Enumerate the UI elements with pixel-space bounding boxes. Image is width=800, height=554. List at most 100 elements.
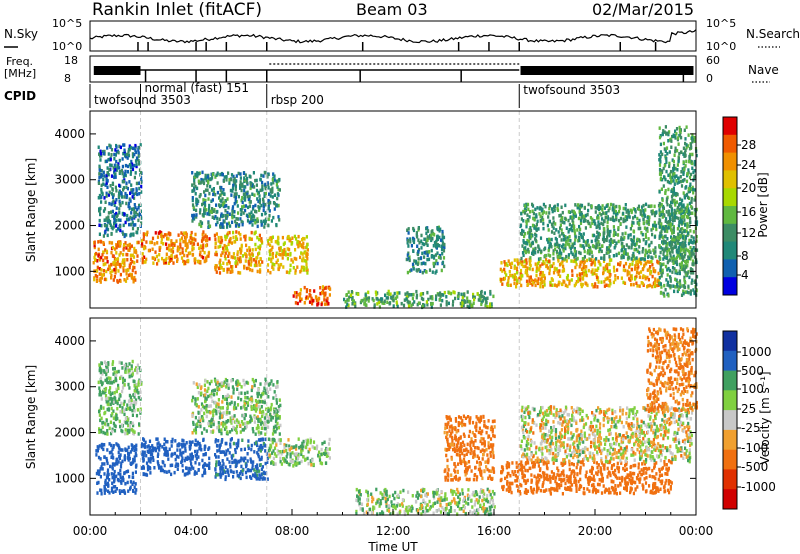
heatmap-cell — [594, 206, 597, 210]
heatmap-cell — [225, 175, 228, 179]
heatmap-cell — [535, 227, 538, 231]
heatmap-cell — [103, 472, 106, 476]
heatmap-cell — [554, 247, 557, 251]
heatmap-cell — [233, 192, 236, 196]
heatmap-cell — [255, 210, 258, 214]
heatmap-cell — [632, 221, 635, 225]
heatmap-cell — [637, 260, 641, 264]
heatmap-cell — [130, 276, 134, 280]
heatmap-cell — [681, 243, 684, 247]
heatmap-cell — [163, 442, 166, 447]
heatmap-cell — [688, 212, 691, 216]
heatmap-cell — [688, 238, 691, 243]
heatmap-cell — [259, 437, 262, 442]
heatmap-cell — [109, 157, 112, 162]
heatmap-cell — [171, 437, 174, 442]
heatmap-cell — [686, 195, 690, 200]
heatmap-cell — [306, 242, 309, 247]
heatmap-cell — [111, 226, 114, 231]
heatmap-cell — [104, 248, 107, 252]
heatmap-cell — [288, 270, 291, 275]
heatmap-cell — [121, 459, 124, 464]
heatmap-cell — [201, 248, 204, 252]
heatmap-cell — [193, 178, 196, 182]
heatmap-cell — [147, 444, 150, 448]
heatmap-cell — [239, 251, 242, 255]
heatmap-cell — [255, 183, 258, 187]
heatmap-cell — [661, 268, 664, 272]
heatmap-cell — [349, 293, 353, 297]
heatmap-cell — [118, 240, 121, 244]
heatmap-cell — [276, 185, 279, 189]
heatmap-cell — [130, 163, 133, 168]
heatmap-cell — [116, 462, 119, 466]
heatmap-cell — [682, 248, 685, 252]
heatmap-cell — [306, 248, 309, 252]
heatmap-cell — [293, 291, 297, 295]
heatmap-cell — [243, 458, 246, 463]
heatmap-cell — [247, 259, 250, 264]
heatmap-cell — [476, 292, 479, 296]
heatmap-cell — [217, 455, 220, 459]
heatmap-cell — [322, 291, 325, 296]
heatmap-cell — [125, 181, 128, 185]
heatmap-cell — [125, 268, 128, 273]
heatmap-cell — [278, 188, 281, 192]
heatmap-cell — [178, 247, 181, 251]
heatmap-cell — [226, 457, 229, 461]
heatmap-cell — [423, 242, 426, 247]
heatmap-cell — [276, 204, 279, 208]
heatmap-cell — [611, 207, 614, 211]
heatmap-cell — [614, 277, 617, 282]
heatmap-cell — [241, 205, 244, 209]
heatmap-cell — [96, 274, 99, 279]
heatmap-cell — [466, 304, 469, 309]
heatmap-cell — [201, 236, 204, 241]
heatmap-cell — [226, 267, 229, 272]
heatmap-cell — [139, 143, 142, 147]
heatmap-cell — [254, 242, 257, 247]
heatmap-cell — [661, 247, 664, 251]
heatmap-cell — [638, 284, 641, 288]
heatmap-cell — [667, 222, 670, 226]
heatmap-cell — [578, 210, 581, 214]
heatmap-cell — [535, 269, 538, 274]
heatmap-cell — [682, 178, 685, 183]
heatmap-cell — [365, 303, 368, 307]
heatmap-cell — [144, 440, 147, 445]
heatmap-cell — [116, 257, 120, 261]
heatmap-cell — [100, 465, 103, 469]
heatmap-cell — [97, 247, 100, 252]
heatmap-cell — [132, 215, 135, 219]
heatmap-cell — [688, 201, 691, 206]
heatmap-cell — [625, 475, 628, 480]
heatmap-cell — [665, 169, 668, 174]
heatmap-cell — [579, 221, 583, 225]
heatmap-cell — [149, 450, 152, 454]
heatmap-cell — [616, 276, 619, 280]
heatmap-cell — [176, 245, 179, 249]
heatmap-cell — [525, 272, 529, 276]
heatmap-cell — [189, 241, 192, 245]
heatmap-cell — [255, 263, 258, 268]
heatmap-cell — [484, 303, 487, 308]
heatmap-cell — [289, 268, 292, 272]
heatmap-cell — [229, 464, 232, 469]
heatmap-cell — [654, 250, 657, 254]
heatmap-cell — [555, 284, 558, 288]
heatmap-cell — [555, 249, 558, 254]
heatmap-cell — [375, 293, 378, 297]
heatmap-cell — [643, 263, 646, 267]
heatmap-cell — [205, 238, 208, 243]
heatmap-cell — [269, 188, 272, 192]
heatmap-cell — [123, 490, 126, 494]
heatmap-cell — [520, 256, 523, 261]
heatmap-cell — [622, 206, 625, 211]
heatmap-cell — [111, 188, 114, 192]
heatmap-cell — [586, 212, 589, 217]
heatmap-cell — [684, 290, 687, 294]
heatmap-cell — [597, 204, 600, 208]
heatmap-cell — [259, 257, 262, 261]
heatmap-cell — [646, 229, 649, 233]
heatmap-cell — [684, 148, 687, 152]
